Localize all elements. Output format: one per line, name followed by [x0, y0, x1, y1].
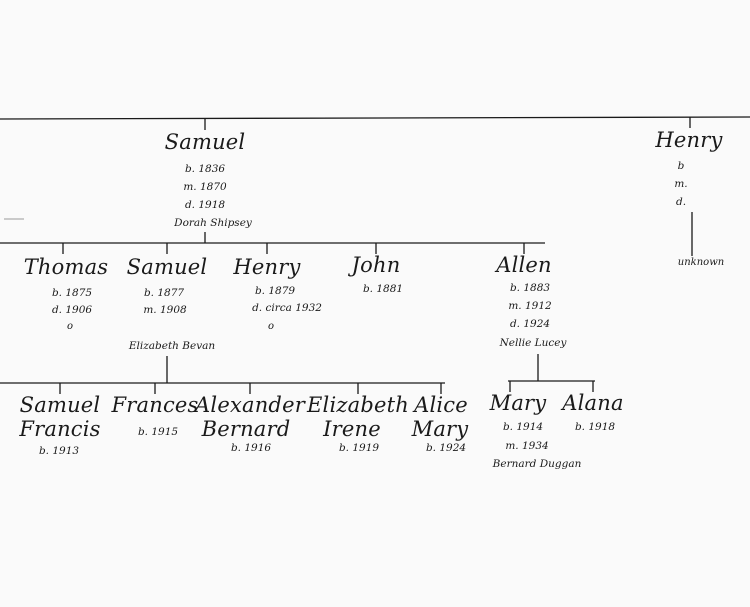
gen3-alexander-bernard-name-line1: Alexander [195, 393, 305, 417]
gen1-henry-name: Henry [655, 128, 723, 152]
gen2-henry-name: Henry [233, 255, 301, 279]
gen2-allen-born: b. 1883 [509, 282, 551, 294]
gen2-allen-married: m. 1912 [508, 300, 552, 312]
gen3-alexander-bernard-born: b. 1916 [230, 442, 272, 454]
gen2-thomas-born: b. 1875 [51, 287, 93, 299]
gen1-henry-died: d. [675, 196, 687, 208]
gen3-samuel-francis-name-line2: Francis [19, 417, 101, 441]
gen3-frances-born: b. 1915 [137, 426, 179, 438]
gen2-john-name: John [351, 253, 401, 277]
gen2-allen-died: d. 1924 [509, 318, 551, 330]
gen1-samuel-spouse: Dorah Shipsey [174, 217, 252, 229]
gen1-henry-spouse: unknown [677, 257, 725, 268]
gen1-henry-born: b [677, 160, 685, 172]
gen2-henry-born: b. 1879 [254, 285, 296, 297]
gen3-alana-born: b. 1918 [574, 421, 616, 433]
gen3-alice-mary-name-line2: Mary [411, 417, 469, 441]
gen3-samuel-francis-born: b. 1913 [38, 445, 80, 457]
gen2-samuel-married: m. 1908 [143, 304, 187, 316]
gen3-alice-mary-born: b. 1924 [425, 442, 467, 454]
gen1-samuel-name: Samuel [164, 130, 246, 154]
gen2-samuel-name: Samuel [126, 255, 208, 279]
gen3-mary-spouse: Bernard Duggan [492, 458, 582, 470]
gen2-thomas-died: d. 1906 [51, 304, 93, 316]
gen3-elizabeth-irene-born: b. 1919 [338, 442, 380, 454]
gen3-frances-name: Frances [111, 393, 199, 417]
gen1-samuel-married: m. 1870 [183, 181, 227, 193]
gen2-samuel-born: b. 1877 [143, 287, 185, 299]
gen3-mary-married: m. 1934 [505, 440, 549, 452]
gen1-henry-married: m. [674, 178, 688, 190]
gen2-henry-mark: o [267, 321, 275, 332]
gen2-samuel-spouse: Elizabeth Bevan [128, 340, 216, 352]
gen3-elizabeth-irene-name-line1: Elizabeth [307, 393, 409, 417]
gen3-mary-born: b. 1914 [502, 421, 544, 433]
gen3-samuel-francis-name-line1: Samuel [19, 393, 101, 417]
top-bar-line [0, 116, 750, 120]
gen3-alice-mary-name-line1: Alice [414, 393, 468, 417]
gen1-samuel-born: b. 1836 [184, 163, 226, 175]
gen3-mary-name: Mary [489, 391, 547, 415]
gen2-allen-name: Allen [496, 253, 552, 277]
gen2-henry-died: d. circa 1932 [252, 302, 322, 314]
gen3-alexander-bernard-name-line2: Bernard [201, 417, 291, 441]
gen2-allen-spouse: Nellie Lucey [499, 337, 567, 349]
gen3-elizabeth-irene-name-line2: Irene [323, 417, 381, 441]
gen2-john-born: b. 1881 [362, 283, 404, 295]
gen3-alana-name: Alana [562, 391, 624, 415]
gen1-samuel-died: d. 1918 [184, 199, 226, 211]
gen2-thomas-mark: o [66, 321, 74, 332]
gen2-thomas-name: Thomas [23, 255, 109, 279]
